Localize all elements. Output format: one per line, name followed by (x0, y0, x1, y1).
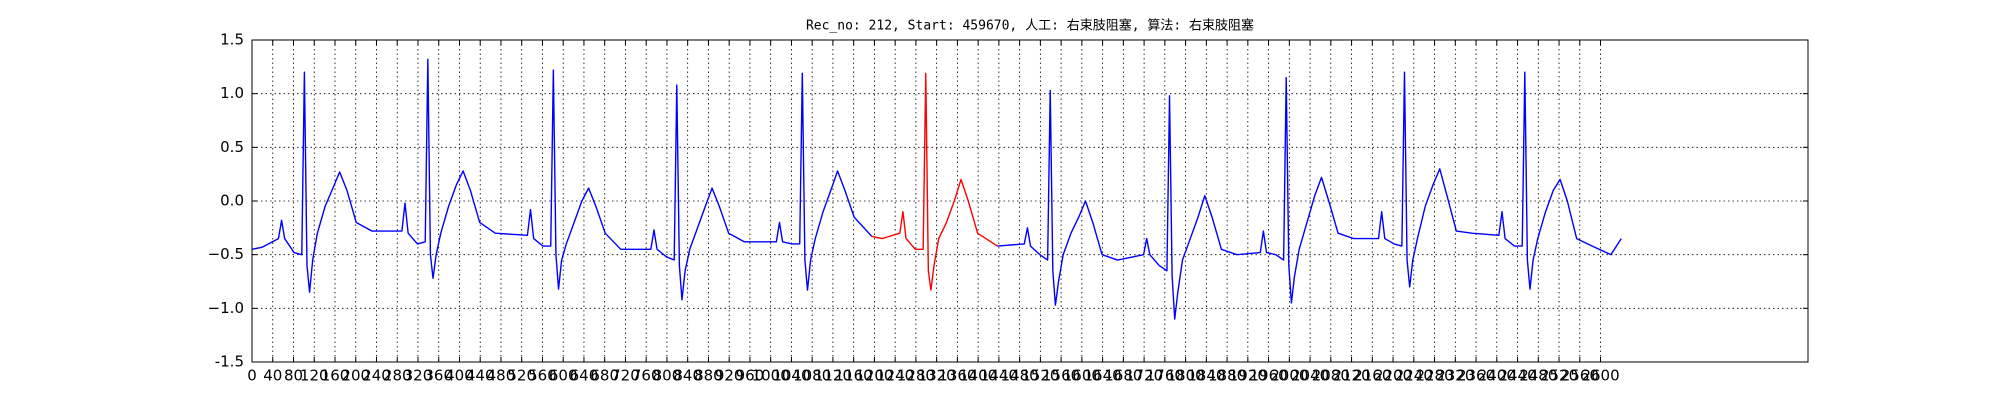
x-tick-label: 680 (590, 367, 619, 385)
x-tick-label: 1520 (1021, 367, 1059, 385)
x-tick-label: 1040 (772, 367, 810, 385)
x-tick-label: 1360 (938, 367, 976, 385)
x-tick-label: 600 (549, 367, 578, 385)
x-tick-label: 1880 (1208, 367, 1246, 385)
x-tick-label: 80 (284, 367, 303, 385)
x-tick-label: 1440 (980, 367, 1018, 385)
x-tick-label: 1760 (1146, 367, 1184, 385)
x-tick-label: 640 (570, 367, 599, 385)
x-tick-label: 240 (362, 367, 391, 385)
x-tick-label: 1840 (1187, 367, 1225, 385)
x-tick-label: 1320 (918, 367, 956, 385)
x-tick-label: 2200 (1374, 367, 1412, 385)
x-tick-label: 120 (300, 367, 329, 385)
x-tick-label: 400 (445, 367, 474, 385)
x-tick-label: 2160 (1353, 367, 1391, 385)
x-tick-label: 1240 (876, 367, 914, 385)
x-tick-label: 1160 (835, 367, 873, 385)
x-tick-label: 0 (247, 367, 257, 385)
x-tick-label: 2400 (1478, 367, 1516, 385)
x-tick-label: 320 (404, 367, 433, 385)
x-tick-label: 2440 (1498, 367, 1536, 385)
x-tick-label: 1960 (1249, 367, 1287, 385)
x-tick-label: 1480 (1001, 367, 1039, 385)
x-tick-label: 2360 (1457, 367, 1495, 385)
x-tick-label: 2520 (1540, 367, 1578, 385)
x-tick-label: 2000 (1270, 367, 1308, 385)
y-tick-label: −1.0 (208, 299, 244, 317)
x-tick-label: 1920 (1229, 367, 1267, 385)
x-tick-label: 2080 (1312, 367, 1350, 385)
y-tick-label: 0.0 (220, 192, 244, 210)
x-tick-label: 1280 (897, 367, 935, 385)
x-tick-label: 360 (424, 367, 453, 385)
x-tick-label: 2280 (1415, 367, 1453, 385)
x-tick-label: 2560 (1561, 367, 1599, 385)
chart-title: Rec_no: 212, Start: 459670, 人工: 右束肢阻塞, 算… (806, 18, 1254, 34)
ecg-line (251, 58, 1622, 320)
x-tick-label: 760 (632, 367, 661, 385)
y-tick-label: 0.5 (220, 138, 244, 156)
x-tick-label: 440 (466, 367, 495, 385)
x-tick-label: 280 (383, 367, 412, 385)
x-tick-label: 1400 (959, 367, 997, 385)
x-tick-label: 1200 (855, 367, 893, 385)
x-tick-label: 2240 (1395, 367, 1433, 385)
x-tick-label: 960 (736, 367, 765, 385)
x-tick-label: 1680 (1104, 367, 1142, 385)
x-tick-label: 2480 (1519, 367, 1557, 385)
x-tick-label: 40 (263, 367, 282, 385)
x-tick-label: 560 (528, 367, 557, 385)
ecg-line (871, 72, 998, 291)
x-tick-label: 720 (611, 367, 640, 385)
x-tick-label: 1600 (1063, 367, 1101, 385)
y-tick-label: -1.5 (215, 353, 244, 371)
x-tick-label: 1560 (1042, 367, 1080, 385)
x-tick-label: 480 (487, 367, 516, 385)
x-tick-label: 1000 (752, 367, 790, 385)
x-tick-label: 1800 (1167, 367, 1205, 385)
y-tick-label: 1.0 (220, 84, 244, 102)
x-tick-label: 1640 (1084, 367, 1122, 385)
x-tick-label: 880 (694, 367, 723, 385)
x-tick-label: 1080 (793, 367, 831, 385)
plot-frame (251, 39, 1809, 363)
y-tick-label: −0.5 (208, 245, 244, 263)
x-tick-label: 520 (507, 367, 536, 385)
x-tick-label: 920 (715, 367, 744, 385)
x-tick-label: 200 (341, 367, 370, 385)
x-tick-label: 2320 (1436, 367, 1474, 385)
x-tick-label: 2120 (1332, 367, 1370, 385)
x-tick-label: 800 (653, 367, 682, 385)
x-tick-label: 1720 (1125, 367, 1163, 385)
y-tick-label: 1.5 (220, 31, 244, 49)
x-tick-label: 2040 (1291, 367, 1329, 385)
x-tick-label: 160 (321, 367, 350, 385)
x-tick-label: 1120 (814, 367, 852, 385)
x-tick-label: 2600 (1581, 367, 1619, 385)
x-tick-label: 840 (673, 367, 702, 385)
